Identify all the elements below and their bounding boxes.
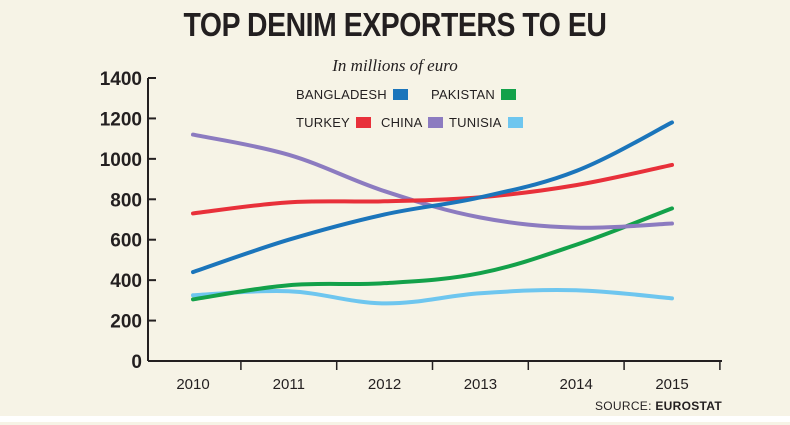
y-tick-label: 800 (110, 190, 142, 211)
legend-label-bangladesh: BANGLADESH (296, 87, 387, 102)
source-name: EUROSTAT (655, 399, 722, 413)
x-tick-label: 2014 (560, 376, 593, 393)
legend-swatch-turkey (355, 117, 371, 128)
series-line-pakistan (191, 206, 674, 302)
x-tick-label: 2012 (368, 376, 401, 393)
x-tick-label: 2010 (176, 376, 209, 393)
legend-label-turkey: TURKEY (296, 115, 350, 130)
legend-swatch-china (428, 117, 444, 128)
legend-label-pakistan: PAKISTAN (431, 87, 495, 102)
chart-title: TOP DENIM EXPORTERS TO EU (183, 6, 607, 43)
x-tick-label: 2015 (655, 376, 688, 393)
y-tick-label: 200 (110, 312, 142, 333)
x-tick-label: 2011 (273, 376, 305, 393)
series-line-turkey (191, 162, 674, 216)
legend-item-turkey: TURKEY (296, 115, 371, 130)
legend-label-tunisia: TUNISIA (449, 115, 502, 130)
x-tick-label: 2013 (464, 376, 497, 393)
series-line-tunisia (191, 287, 674, 306)
y-tick-label: 1400 (100, 69, 142, 90)
series-line-bangladesh (191, 120, 674, 275)
legend-label-china: CHINA (381, 115, 423, 130)
legend-item-tunisia: TUNISIA (449, 115, 523, 130)
y-tick-label: 0 (131, 352, 142, 373)
legend-item-pakistan: PAKISTAN (431, 87, 516, 102)
legend-swatch-pakistan (500, 89, 516, 100)
legend-swatch-bangladesh (392, 89, 408, 100)
y-tick-label: 1000 (100, 150, 142, 171)
legend-item-bangladesh: BANGLADESH (296, 87, 408, 102)
legend-item-china: CHINA (381, 115, 444, 130)
source-label: SOURCE: (594, 399, 652, 413)
legend-swatch-tunisia (507, 117, 523, 128)
chart-subtitle: In millions of euro (332, 56, 458, 75)
source-note: SOURCE: EUROSTAT (595, 399, 722, 413)
y-tick-label: 400 (110, 271, 142, 292)
y-tick-label: 600 (110, 231, 142, 252)
y-tick-label: 1200 (100, 109, 142, 130)
